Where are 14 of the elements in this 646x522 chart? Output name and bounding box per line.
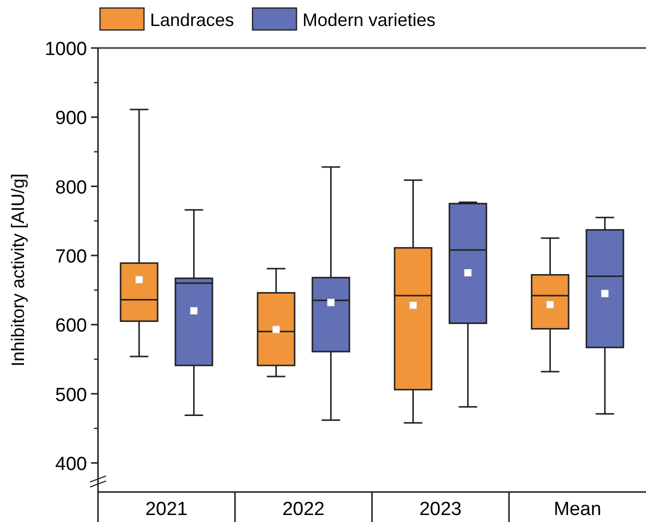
y-tick-label: 800 — [55, 177, 87, 198]
y-axis-title: Inhibitory activity [AIU/g] — [8, 173, 28, 367]
y-tick-label: 1000 — [44, 39, 87, 60]
legend-label: Landraces — [150, 10, 234, 30]
y-tick-label: 900 — [55, 108, 87, 130]
y-tick-label: 600 — [55, 316, 87, 337]
x-tick-label: Mean — [554, 499, 602, 520]
legend-label: Modern varieties — [302, 10, 436, 30]
y-tick-label: 700 — [55, 246, 87, 268]
y-tick-label: 400 — [55, 454, 87, 475]
x-tick-label: 2023 — [419, 499, 462, 520]
y-tick-label: 500 — [55, 384, 87, 406]
x-tick-label: 2021 — [145, 499, 188, 520]
x-tick-label: 2022 — [282, 499, 325, 520]
